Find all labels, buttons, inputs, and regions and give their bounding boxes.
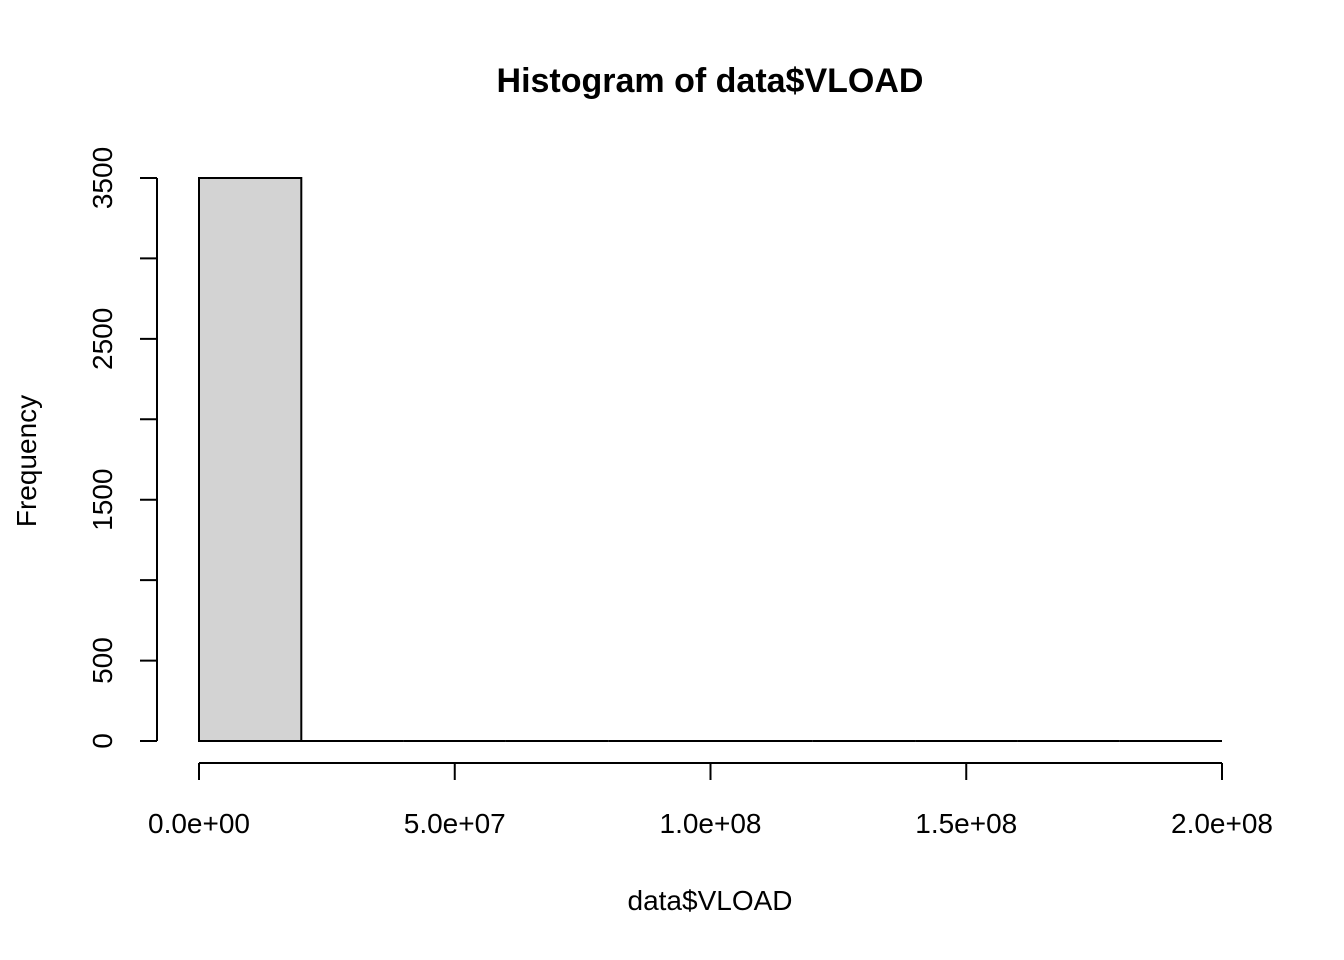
x-tick-label: 1.5e+08 [915, 808, 1017, 839]
y-tick-label: 1500 [87, 469, 118, 531]
y-tick-label: 500 [87, 637, 118, 684]
y-axis: 0 500 1500 2500 3500 [87, 147, 158, 749]
x-tick-label: 5.0e+07 [404, 808, 506, 839]
histogram-bars [198, 177, 1222, 742]
y-tick-label: 3500 [87, 147, 118, 209]
x-axis-label: data$VLOAD [628, 885, 793, 916]
x-tick-label: 0.0e+00 [148, 808, 250, 839]
x-axis: 0.0e+00 5.0e+07 1.0e+08 1.5e+08 2.0e+08 [148, 762, 1273, 839]
x-tick-label: 1.0e+08 [660, 808, 762, 839]
histogram-bar [198, 177, 303, 742]
y-tick-label: 2500 [87, 308, 118, 370]
chart-title: Histogram of data$VLOAD [497, 62, 924, 100]
y-axis-label: Frequency [11, 395, 42, 527]
y-tick-label: 0 [87, 733, 118, 749]
x-tick-label: 2.0e+08 [1171, 808, 1273, 839]
